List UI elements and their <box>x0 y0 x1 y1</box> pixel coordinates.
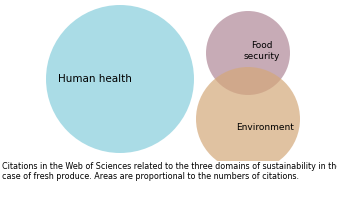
Circle shape <box>196 67 300 171</box>
Circle shape <box>206 11 290 95</box>
Circle shape <box>46 5 194 153</box>
Text: Citations in the Web of Sciences related to the three domains of sustainability : Citations in the Web of Sciences related… <box>2 162 337 181</box>
Text: Environment: Environment <box>236 122 294 132</box>
Text: Food
security: Food security <box>244 41 280 61</box>
Text: Human health: Human health <box>58 74 132 84</box>
